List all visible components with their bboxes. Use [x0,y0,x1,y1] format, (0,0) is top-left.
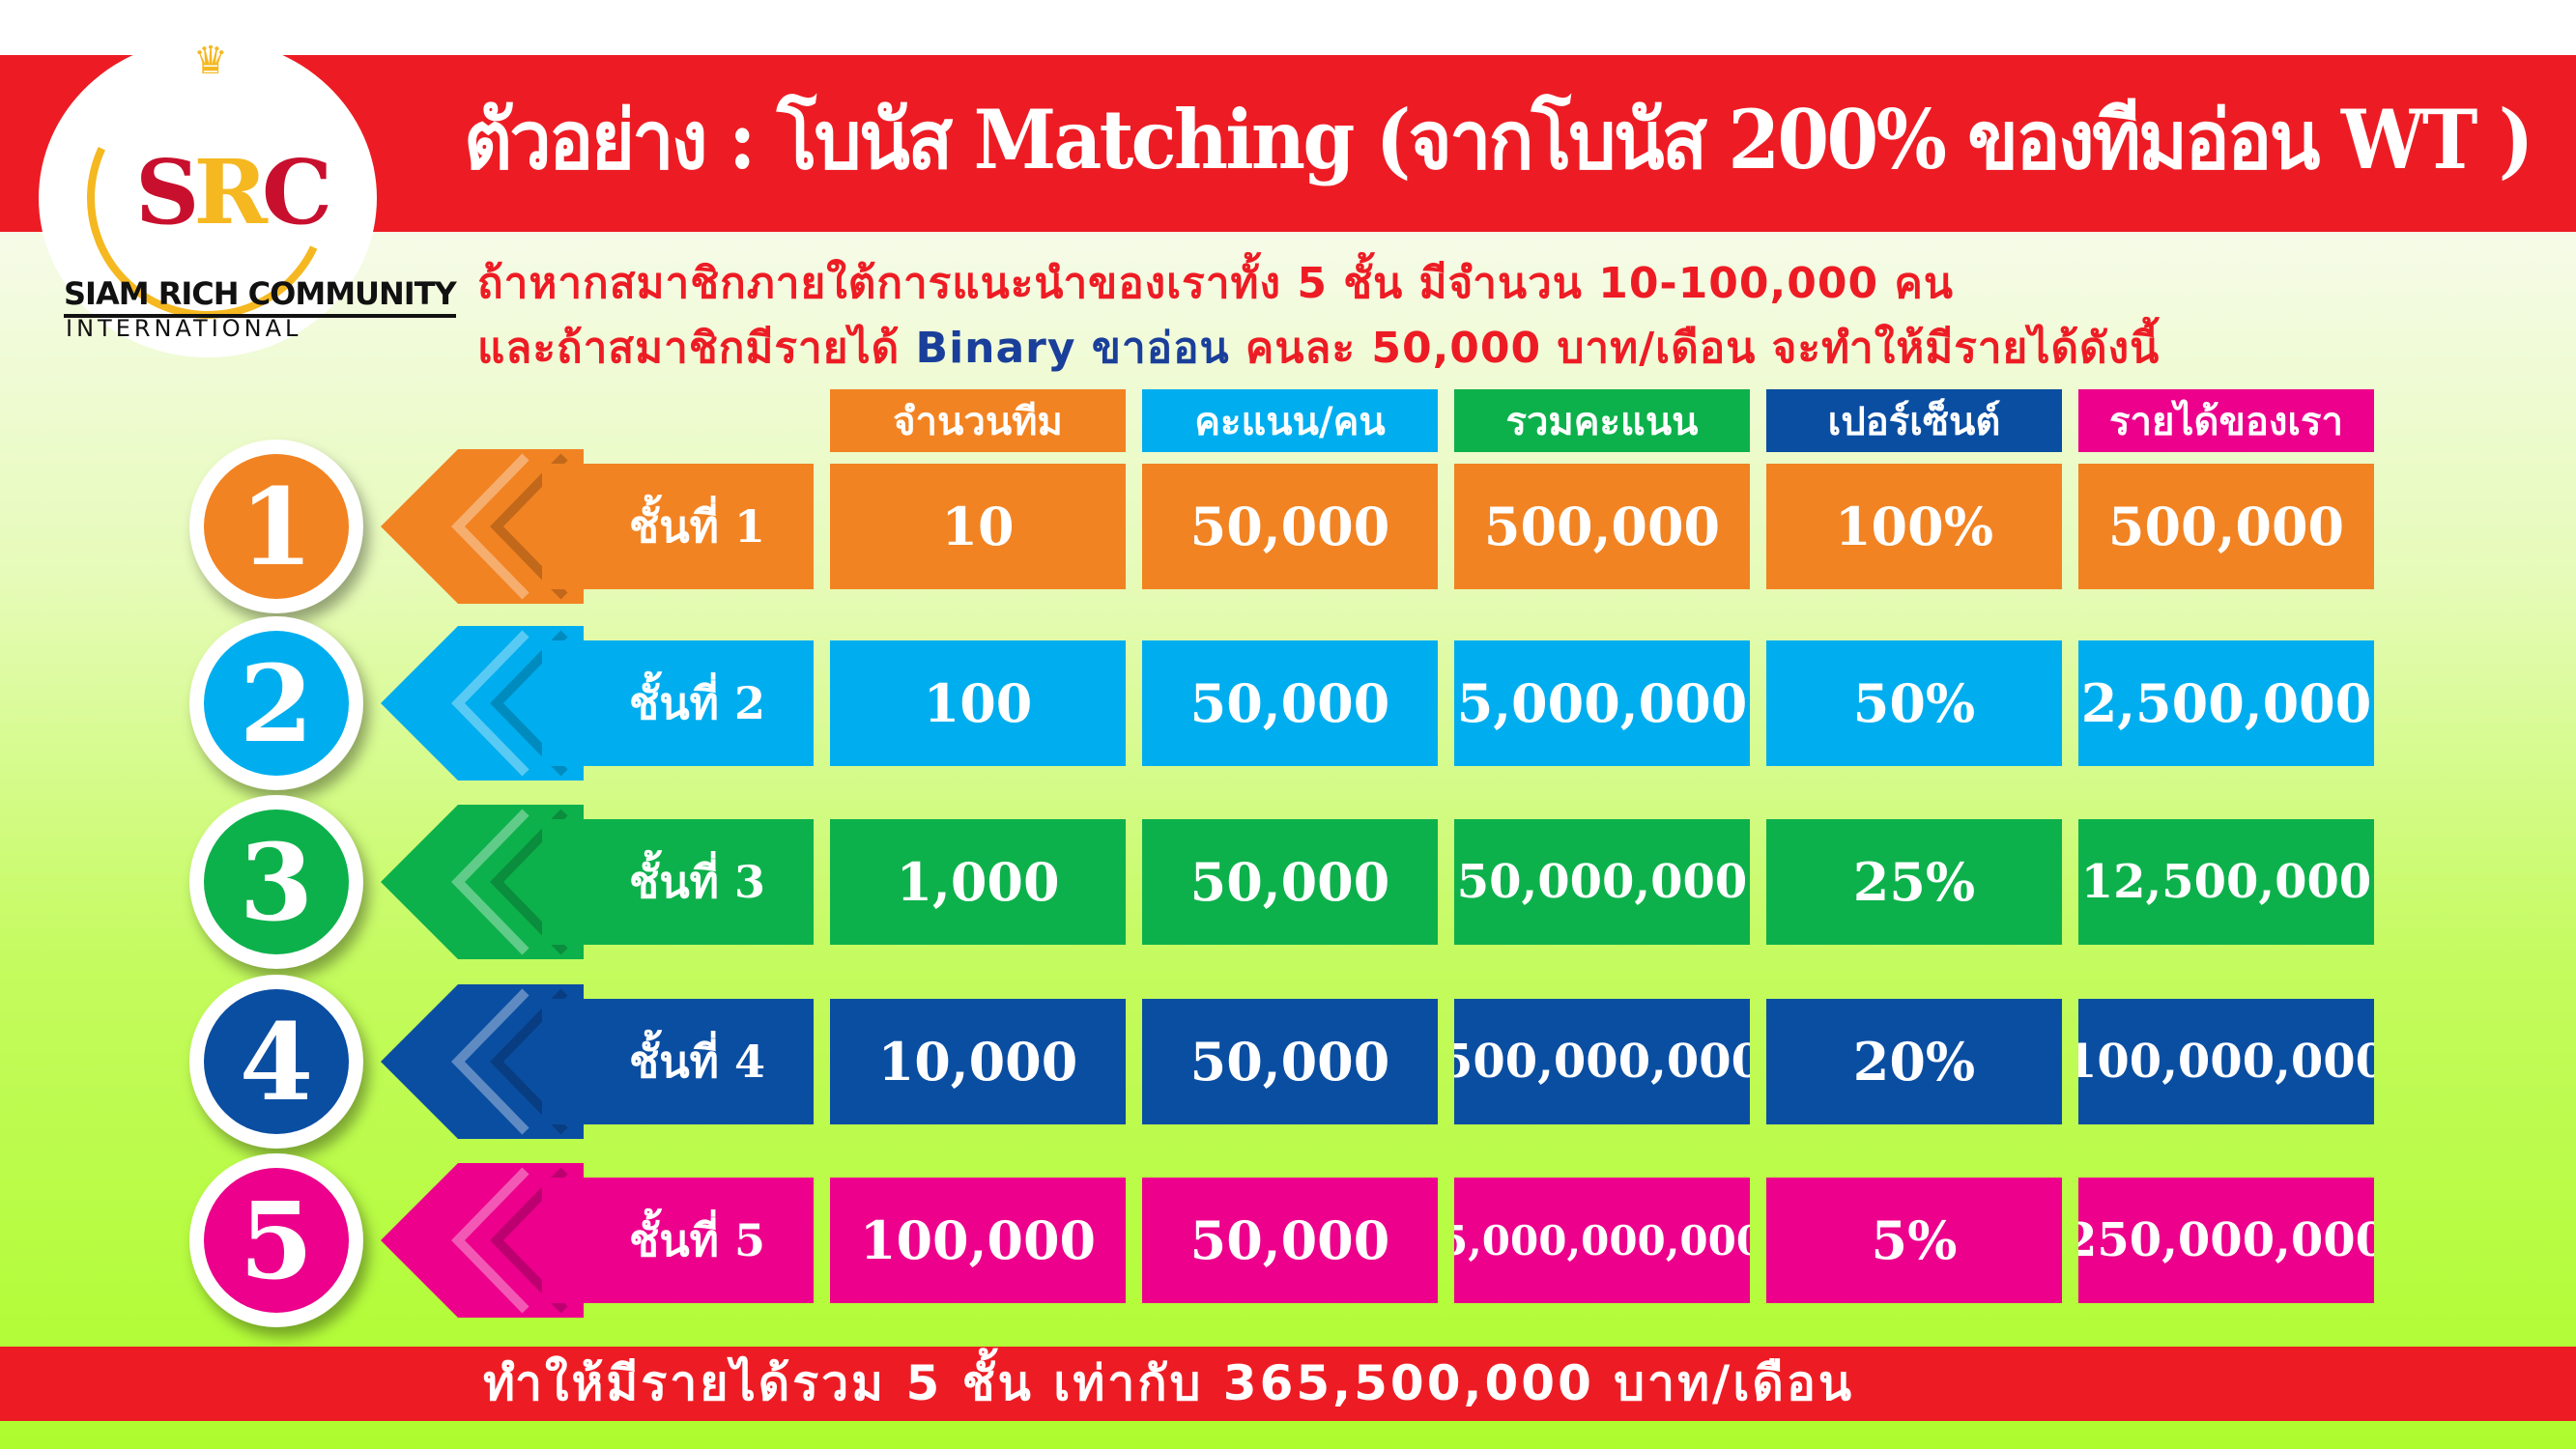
table-cell: 500,000 [2078,464,2374,589]
subtitle-text: และถ้าสมาชิกมีรายได้ [477,324,916,373]
table-cell: 50,000 [1142,1178,1438,1303]
table-cell: 2,500,000 [2078,640,2374,766]
chevron-arrow-icon [381,805,584,959]
table-cell: 250,000,000 [2078,1178,2374,1303]
table-cell: 500,000,000 [1454,999,1750,1124]
tier-number: 1 [204,454,349,599]
page-title: ตัวอย่าง : โบนัส Matching (จากโบนัส 200%… [464,92,2533,187]
subtitle-line-1: ถ้าหากสมาชิกภายใต้การแนะนำของเราทั้ง 5 ช… [477,259,1954,308]
table-cell: 100% [1766,464,2062,589]
table-cell: 20% [1766,999,2062,1124]
column-header: จำนวนทีม [830,389,1126,452]
table-cell: 50,000 [1142,819,1438,945]
table-cell: 50,000 [1142,999,1438,1124]
tier-number: 3 [204,810,349,954]
column-header: คะแนน/คน [1142,389,1438,452]
table-cell: 100,000,000 [2078,999,2374,1124]
column-header: รายได้ของเรา [2078,389,2374,452]
table-cell: 10,000 [830,999,1126,1124]
table-cell: 50,000 [1142,640,1438,766]
subtitle-highlight: Binary ขาอ่อน [915,324,1230,373]
total-text: ทำให้มีรายได้รวม 5 ชั้น เท่ากับ 365,500,… [483,1355,1855,1411]
table-cell: 100 [830,640,1126,766]
total-banner [0,1347,2576,1421]
tier-number: 4 [204,989,349,1134]
chevron-arrow-icon [381,1163,584,1318]
table-cell: 5,000,000 [1454,640,1750,766]
brand-subname: INTERNATIONAL [66,315,302,342]
tier-number-badge: 4 [189,975,363,1149]
table-cell: 10 [830,464,1126,589]
tier-label: ชั้นที่ 3 [542,819,814,945]
table-cell: 50,000,000 [1454,819,1750,945]
tier-label: ชั้นที่ 2 [542,640,814,766]
tier-number-badge: 1 [189,440,363,613]
column-header: รวมคะแนน [1454,389,1750,452]
tier-label: ชั้นที่ 1 [542,464,814,589]
table-cell: 25% [1766,819,2062,945]
logo-text: SRC [135,140,332,244]
table-cell: 1,000 [830,819,1126,945]
subtitle-line-2: และถ้าสมาชิกมีรายได้ Binary ขาอ่อน คนละ … [477,314,2160,382]
brand-name: SIAM RICH COMMUNITY [64,275,457,318]
table-cell: 5,000,000,000 [1454,1178,1750,1303]
chevron-arrow-icon [381,984,584,1139]
tier-number-badge: 3 [189,795,363,969]
table-cell: 50,000 [1142,464,1438,589]
tier-number: 5 [204,1168,349,1313]
table-cell: 5% [1766,1178,2062,1303]
subtitle-text: คนละ 50,000 บาท/เดือน จะทำให้มีรายได้ดัง… [1229,324,2161,373]
column-header: เปอร์เซ็นต์ [1766,389,2062,452]
tier-number-badge: 5 [189,1153,363,1327]
src-logo: ♛ SRC [39,39,377,357]
chevron-arrow-icon [381,626,584,781]
tier-number-badge: 2 [189,616,363,790]
tier-label: ชั้นที่ 5 [542,1178,814,1303]
table-cell: 100,000 [830,1178,1126,1303]
table-cell: 12,500,000 [2078,819,2374,945]
table-cell: 50% [1766,640,2062,766]
title-banner [0,55,2576,232]
chevron-arrow-icon [381,449,584,604]
tier-label: ชั้นที่ 4 [542,999,814,1124]
tier-number: 2 [204,631,349,776]
table-cell: 500,000 [1454,464,1750,589]
crown-icon: ♛ [193,39,228,83]
